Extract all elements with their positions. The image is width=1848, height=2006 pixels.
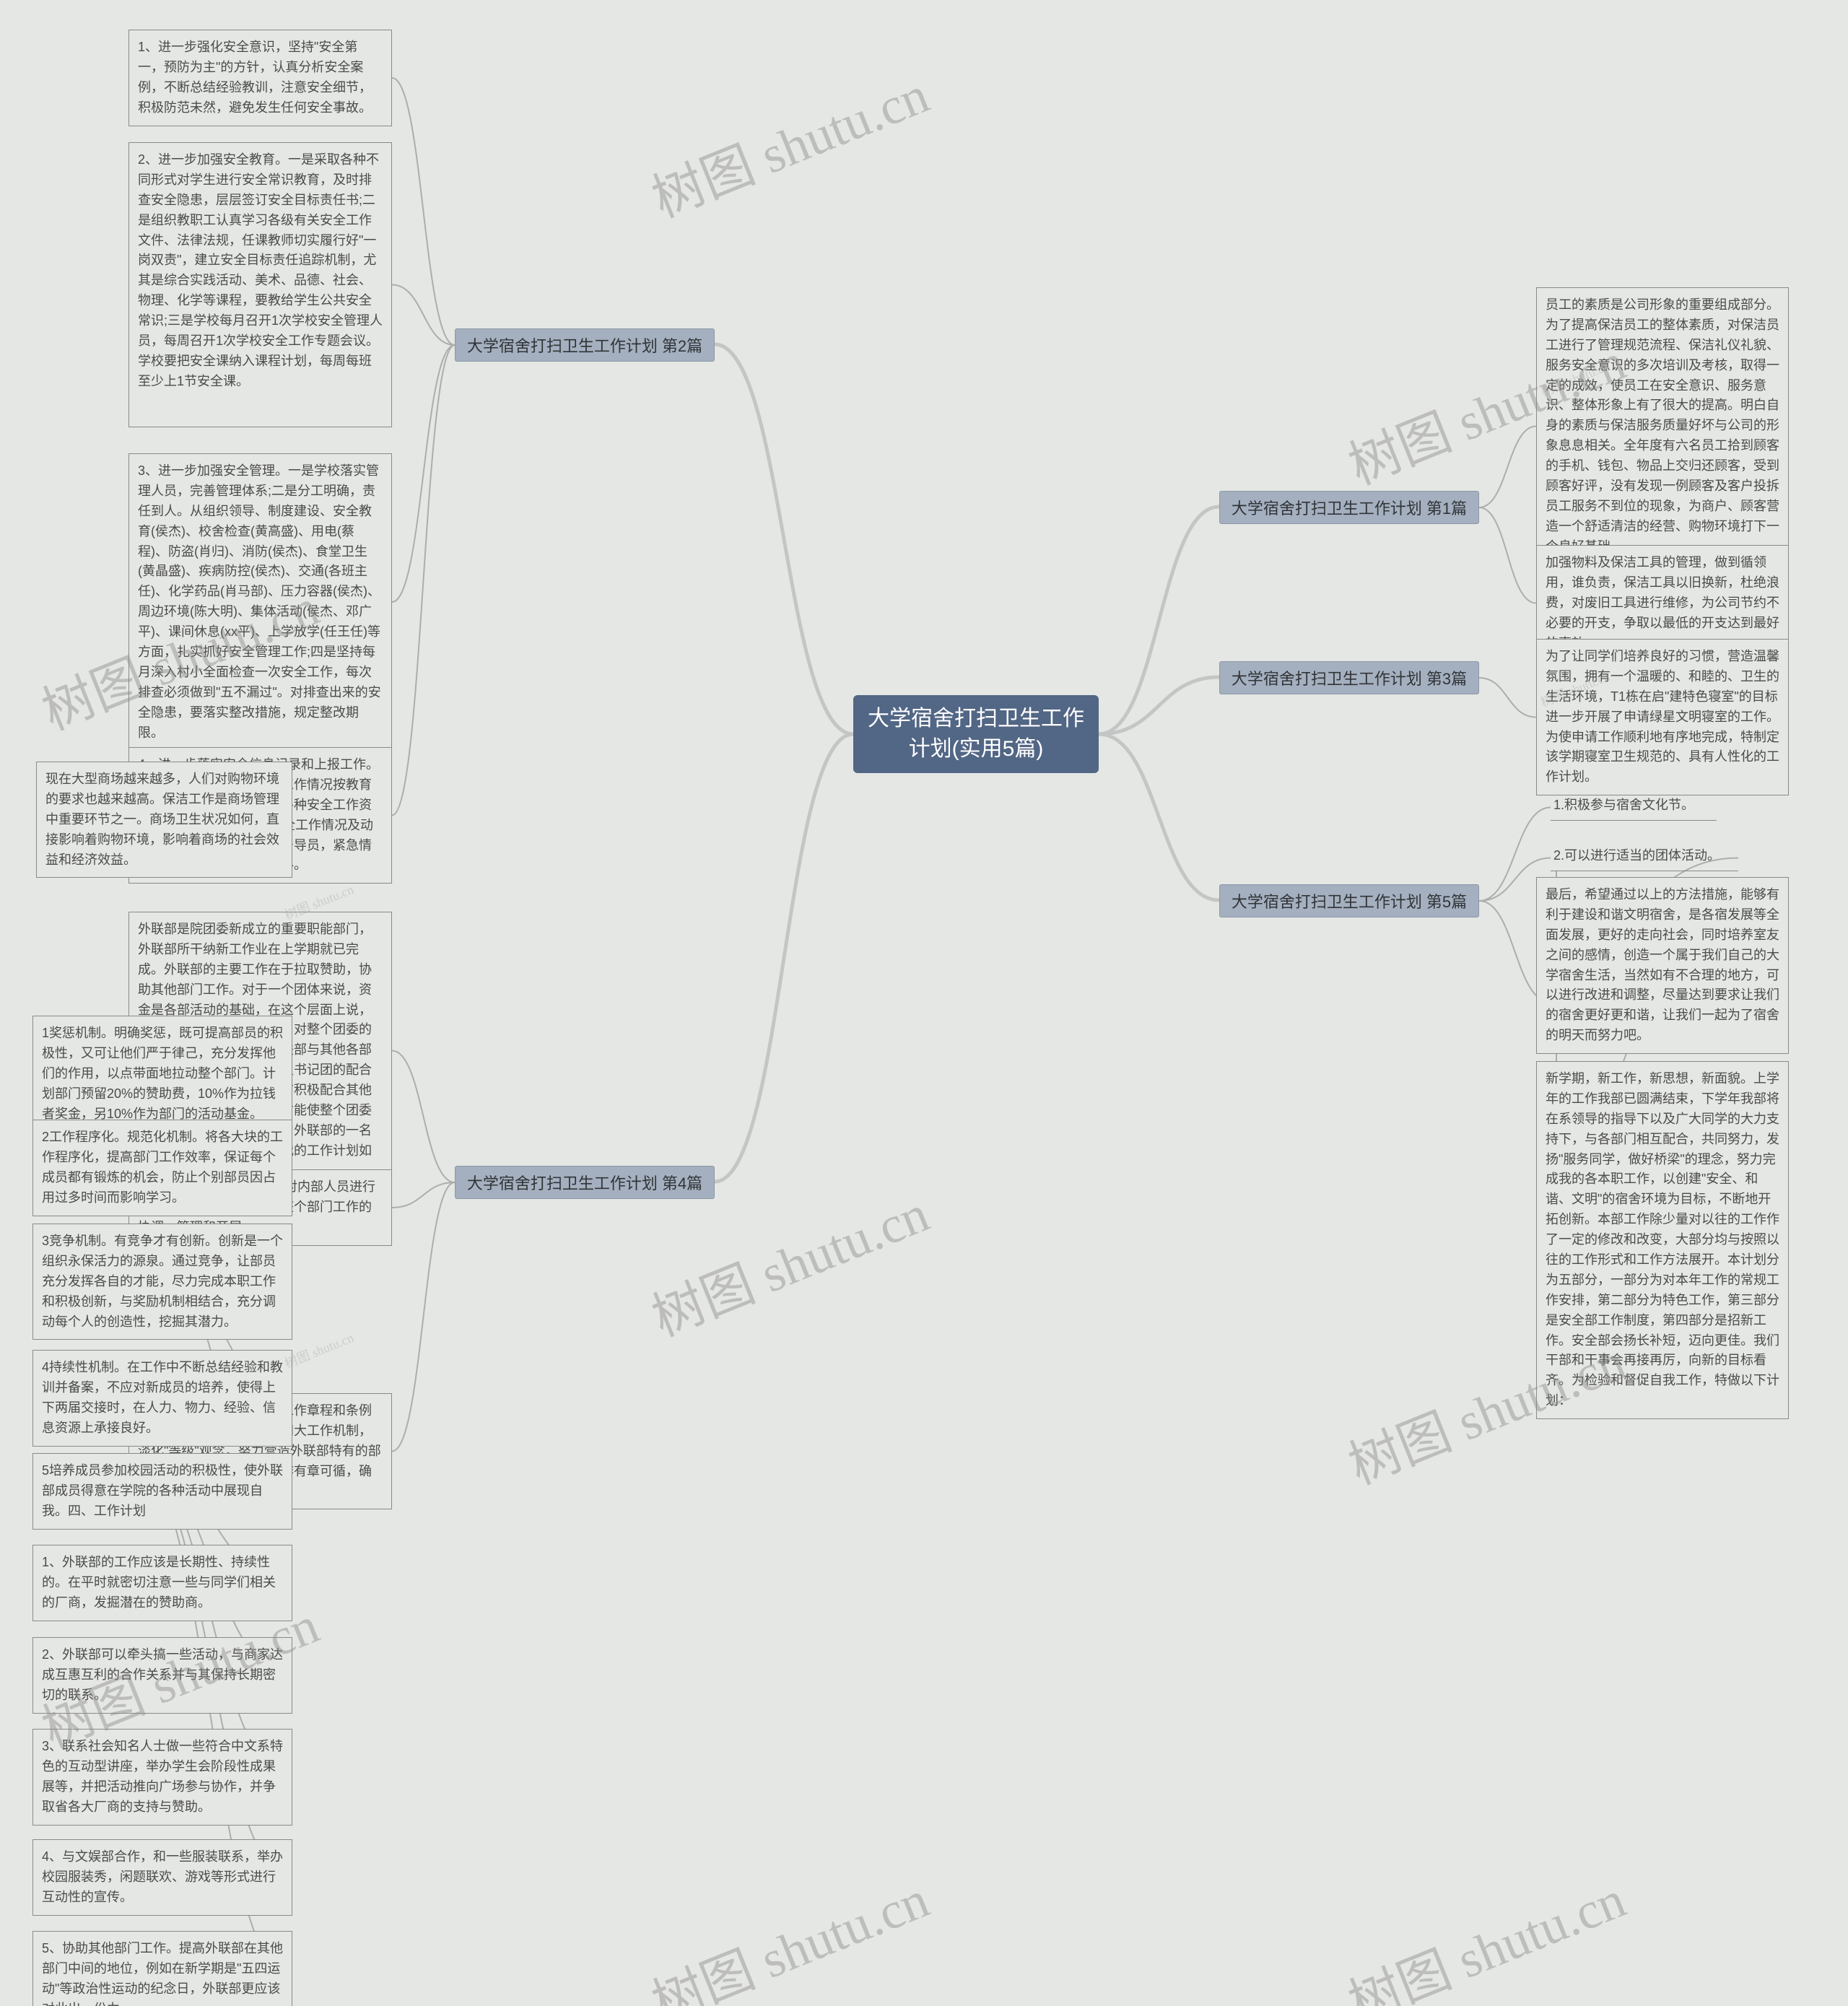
- branch-b2: 大学宿舍打扫卫生工作计划 第2篇: [455, 328, 715, 362]
- root-node: 大学宿舍打扫卫生工作计划(实用5篇): [853, 695, 1099, 773]
- leaf-s4b3: 3、联系社会知名人士做一些符合中文系特色的互动型讲座，举办学生会阶段性成果展等，…: [32, 1729, 292, 1826]
- watermark: 树图 shutu.cn: [639, 52, 938, 232]
- leaf-l5a: 1.积极参与宿舍文化节。: [1551, 794, 1717, 821]
- leaf-s4a3: 3竞争机制。有竞争才有创新。创新是一个组织永保活力的源泉。通过竞争，让部员充分发…: [32, 1224, 292, 1340]
- leaf-l5b2: 最后，希望通过以上的方法措施，能够有利于建设和谐文明宿舍，是各宿发展等全面发展，…: [1536, 877, 1789, 1054]
- leaf-s4b2: 2、外联部可以牵头搞一些活动，与商家达成互惠互利的合作关系并与其保持长期密切的联…: [32, 1637, 292, 1714]
- branch-b3: 大学宿舍打扫卫生工作计划 第3篇: [1219, 661, 1479, 694]
- leaf-s4b4: 4、与文娱部合作，和一些服装联系，举办校园服装秀，闲题联欢、游戏等形式进行互动性…: [32, 1839, 292, 1916]
- leaf-s4b1: 1、外联部的工作应该是长期性、持续性的。在平时就密切注意一些与同学们相关的厂商，…: [32, 1545, 292, 1621]
- branch-b4: 大学宿舍打扫卫生工作计划 第4篇: [455, 1166, 715, 1199]
- leaf-s4a2: 2工作程序化。规范化机制。将各大块的工作程序化，提高部门工作效率，保证每个成员都…: [32, 1120, 292, 1216]
- leaf-l3a: 为了让同学们培养良好的习惯，营造温馨氛围，拥有一个温暖的、和睦的、卫生的生活环境…: [1536, 639, 1789, 795]
- watermark: 树图 shutu.cn: [1335, 1857, 1634, 2006]
- leaf-l2a: 1、进一步强化安全意识，坚持"安全第一，预防为主"的方针，认真分析安全案例，不断…: [128, 30, 392, 126]
- mindmap-stage: 大学宿舍打扫卫生工作计划(实用5篇)大学宿舍打扫卫生工作计划 第1篇大学宿舍打扫…: [0, 0, 1848, 2006]
- leaf-s4b5: 5、协助其他部门工作。提高外联部在其他部门中间的地位，例如在新学期是"五四运动"…: [32, 1931, 292, 2006]
- branch-b5: 大学宿舍打扫卫生工作计划 第5篇: [1219, 884, 1479, 917]
- watermark: 树图 shutu.cn: [639, 1857, 938, 2006]
- leaf-s4a1: 1奖惩机制。明确奖惩，既可提高部员的积极性，又可让他们严于律己，充分发挥他们的作…: [32, 1016, 292, 1132]
- leaf-l2c: 3、进一步加强安全管理。一是学校落实管理人员，完善管理体系;二是分工明确，责任到…: [128, 453, 392, 751]
- watermark-small: 树图 shutu.cn: [282, 1327, 356, 1372]
- leaf-l5c2: 新学期，新工作，新思想，新面貌。上学年的工作我部已圆满结束，下学年我部将在系领导…: [1536, 1061, 1789, 1419]
- leaf-s4a4: 4持续性机制。在工作中不断总结经验和教训并备案，不应对新成员的培养，使得上下两届…: [32, 1350, 292, 1447]
- leaf-l5b: 2.可以进行适当的团体活动。: [1551, 845, 1738, 871]
- branch-b1: 大学宿舍打扫卫生工作计划 第1篇: [1219, 491, 1479, 524]
- leaf-l2b: 2、进一步加强安全教育。一是采取各种不同形式对学生进行安全常识教育，及时排查安全…: [128, 142, 392, 427]
- leaf-l1a: 员工的素质是公司形象的重要组成部分。为了提高保洁员工的整体素质，对保洁员工进行了…: [1536, 287, 1789, 565]
- leaf-s4a5: 5培养成员参加校园活动的积极性，使外联部成员得意在学院的各种活动中展现自我。四、…: [32, 1453, 292, 1530]
- leaf-l2d-note: 现在大型商场越来越多，人们对购物环境的要求也越来越高。保洁工作是商场管理中重要环…: [36, 762, 292, 878]
